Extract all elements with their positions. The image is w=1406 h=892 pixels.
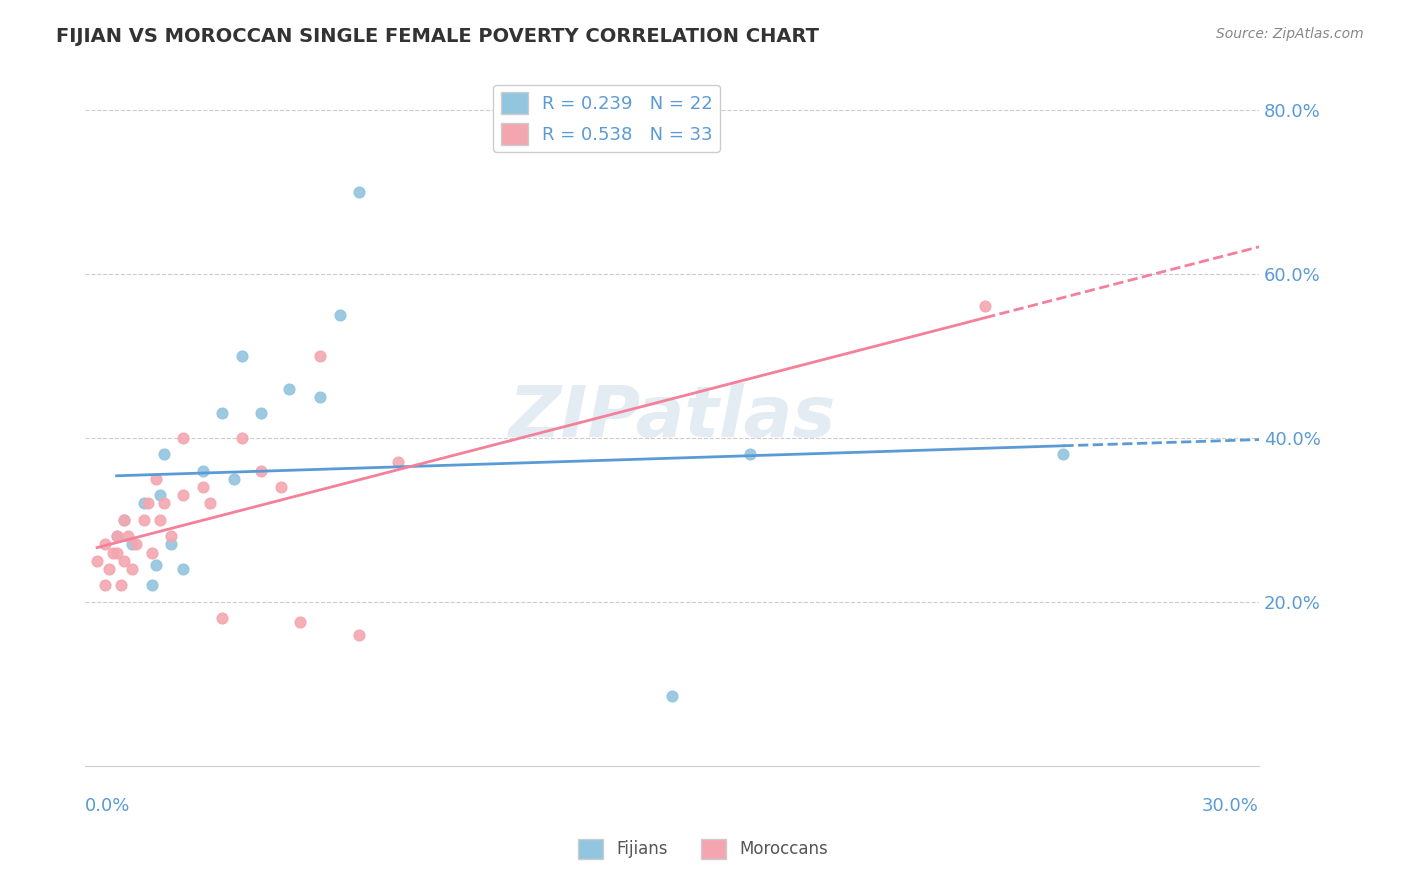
Point xyxy=(661,689,683,703)
Point xyxy=(132,513,155,527)
Point xyxy=(152,447,174,461)
Point xyxy=(160,537,183,551)
Point xyxy=(101,546,124,560)
Point xyxy=(231,349,253,363)
Point xyxy=(191,464,214,478)
Legend: R = 0.239   N = 22, R = 0.538   N = 33: R = 0.239 N = 22, R = 0.538 N = 33 xyxy=(494,85,720,152)
Point xyxy=(121,562,143,576)
Point xyxy=(145,472,167,486)
Point xyxy=(1052,447,1074,461)
Point xyxy=(200,496,222,510)
Point xyxy=(277,382,299,396)
Point xyxy=(172,488,194,502)
Point xyxy=(270,480,292,494)
Point xyxy=(974,300,997,314)
Point xyxy=(132,496,155,510)
Point xyxy=(290,615,312,630)
Text: Source: ZipAtlas.com: Source: ZipAtlas.com xyxy=(1216,27,1364,41)
Point xyxy=(172,562,194,576)
Point xyxy=(110,578,132,592)
Point xyxy=(141,546,163,560)
Point xyxy=(149,513,172,527)
Point xyxy=(309,349,332,363)
Point xyxy=(117,529,139,543)
Point xyxy=(191,480,214,494)
Point xyxy=(329,308,352,322)
Point xyxy=(740,447,762,461)
Point xyxy=(347,627,370,641)
Point xyxy=(112,554,135,568)
Point xyxy=(347,185,370,199)
Text: ZIPatlas: ZIPatlas xyxy=(509,383,835,451)
Point xyxy=(94,578,117,592)
Point xyxy=(211,611,233,625)
Point xyxy=(211,406,233,420)
Legend: Fijians, Moroccans: Fijians, Moroccans xyxy=(571,832,835,866)
Point xyxy=(222,472,245,486)
Point xyxy=(172,431,194,445)
Point xyxy=(125,537,148,551)
Point xyxy=(97,562,120,576)
Text: 30.0%: 30.0% xyxy=(1202,797,1258,815)
Point xyxy=(250,464,273,478)
Point xyxy=(141,578,163,592)
Point xyxy=(309,390,332,404)
Text: FIJIAN VS MOROCCAN SINGLE FEMALE POVERTY CORRELATION CHART: FIJIAN VS MOROCCAN SINGLE FEMALE POVERTY… xyxy=(56,27,820,45)
Point xyxy=(112,513,135,527)
Text: 0.0%: 0.0% xyxy=(86,797,131,815)
Point xyxy=(149,488,172,502)
Point xyxy=(152,496,174,510)
Point xyxy=(121,537,143,551)
Point xyxy=(160,529,183,543)
Point xyxy=(105,546,128,560)
Point xyxy=(94,537,117,551)
Point xyxy=(387,455,409,469)
Point xyxy=(86,554,108,568)
Point xyxy=(231,431,253,445)
Point xyxy=(136,496,159,510)
Point xyxy=(112,513,135,527)
Point xyxy=(105,529,128,543)
Point xyxy=(250,406,273,420)
Point xyxy=(105,529,128,543)
Point xyxy=(145,558,167,572)
